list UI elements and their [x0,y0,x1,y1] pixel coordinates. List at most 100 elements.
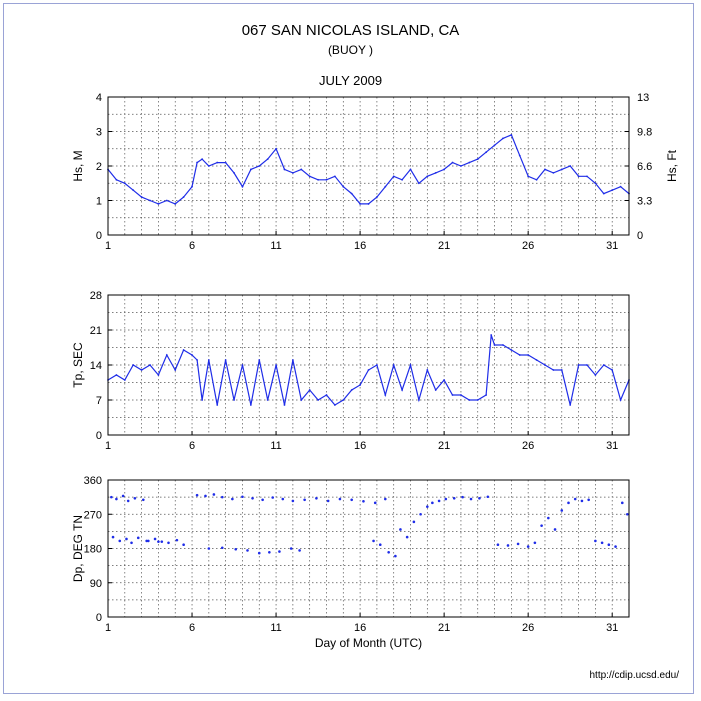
y-tick-label: 0 [96,612,102,624]
hs-data-point [460,165,462,167]
dp-data-point [246,549,249,552]
dp-data-point [133,496,137,500]
x-tick-label: 31 [606,622,618,634]
x-tick-label: 21 [438,622,450,634]
tp-data-point [201,399,204,401]
tp-data-point [233,399,235,401]
dp-data-point [614,545,617,548]
tp-data-point [490,334,493,336]
hs-data-point [510,134,513,136]
dp-data-point [207,547,211,550]
y-tick-label: 1 [96,196,102,208]
dp-data-point [298,549,301,552]
dp-data-point [182,543,185,546]
hs-data-point [115,178,118,181]
dp-data-point [626,512,629,516]
hs-data-point [191,185,193,188]
dp-data-point [373,501,377,505]
hs-data-point [350,192,353,195]
hs-data-point [149,199,151,202]
dp-data-point [560,509,564,512]
y-axis-label: Dp, DEG TN [71,515,85,582]
dp-data-point [372,539,375,543]
dp-data-point [315,496,318,500]
month-title: JULY 2009 [318,73,383,88]
tp-data-point [325,394,328,396]
tp-data-point [342,399,345,401]
dp-data-point [426,505,429,508]
tp-data-point [376,364,378,366]
dp-data-point [118,539,122,543]
hs-data-point [291,172,294,174]
dp-data-point [220,546,224,550]
tp-data-point [140,369,143,371]
dp-data-point [204,494,207,498]
dp-data-point [157,540,160,543]
tp-data-point [569,404,572,406]
tp-data-point [552,369,555,371]
tp-data-point [384,394,387,396]
dp-data-point [469,497,473,501]
y-axis-label-right: Hs, Ft [665,149,679,182]
dp-data-point [268,551,271,554]
dp-data-point [278,550,281,553]
station-title: 067 SAN NICOLAS ISLAND, CA [241,22,460,39]
dp-data-point [587,498,590,502]
hs-data-point [527,175,530,178]
tp-data-point [468,399,471,401]
hs-data-point [333,175,336,178]
x-tick-label: 26 [522,240,534,252]
figure-frame [3,3,694,694]
hs-data-point [552,172,555,174]
tp-data-point [216,404,219,406]
dp-data-point [167,541,170,545]
hs-data-point [418,182,420,185]
dp-data-point [271,496,275,499]
y-tick-label: 4 [96,92,102,104]
dp-data-point [160,540,164,543]
tp-data-point [123,379,126,381]
dp-data-point [126,499,130,503]
dp-data-point [241,495,244,499]
x-tick-label: 31 [606,440,618,452]
dp-data-point [461,495,464,499]
dp-data-point [303,498,306,502]
hs-data-point [359,203,361,205]
y-tick-label: 14 [90,360,102,372]
x-tick-label: 31 [606,240,618,252]
dp-data-point [444,497,448,501]
hs-data-point [376,196,378,198]
dp-data-point [212,493,216,496]
y-tick-label: 180 [84,544,102,556]
dp-data-point [620,501,624,505]
dp-data-point [136,536,140,540]
x-tick-label: 1 [105,622,111,634]
dp-data-point [121,494,125,498]
tp-data-point [333,404,336,406]
x-tick-label: 21 [438,240,450,252]
y-right-tick-label: 0 [637,230,643,242]
tp-data-point [283,404,286,406]
dp-data-point [289,547,293,550]
hs-data-point [384,185,387,188]
dp-data-point [231,497,234,501]
dp-data-point [378,543,382,546]
y-right-tick-label: 6.6 [637,161,652,173]
dp-data-point [412,520,416,524]
credit-link[interactable]: http://cdip.ucsd.edu/ [589,670,679,681]
tp-data-point [275,364,277,366]
dp-data-point [567,501,570,505]
tp-data-point [132,364,135,366]
tp-data-point [149,364,151,366]
tp-data-point [266,399,269,401]
tp-data-point [392,364,395,366]
y-tick-label: 21 [90,325,102,337]
x-tick-label: 11 [270,622,281,634]
tp-data-point [174,369,177,371]
tp-data-point [619,399,622,401]
dp-data-point [431,501,434,505]
hs-data-point [216,161,219,164]
hs-data-point [535,178,538,181]
hs-data-point [123,182,126,185]
hs-data-point [485,151,488,154]
